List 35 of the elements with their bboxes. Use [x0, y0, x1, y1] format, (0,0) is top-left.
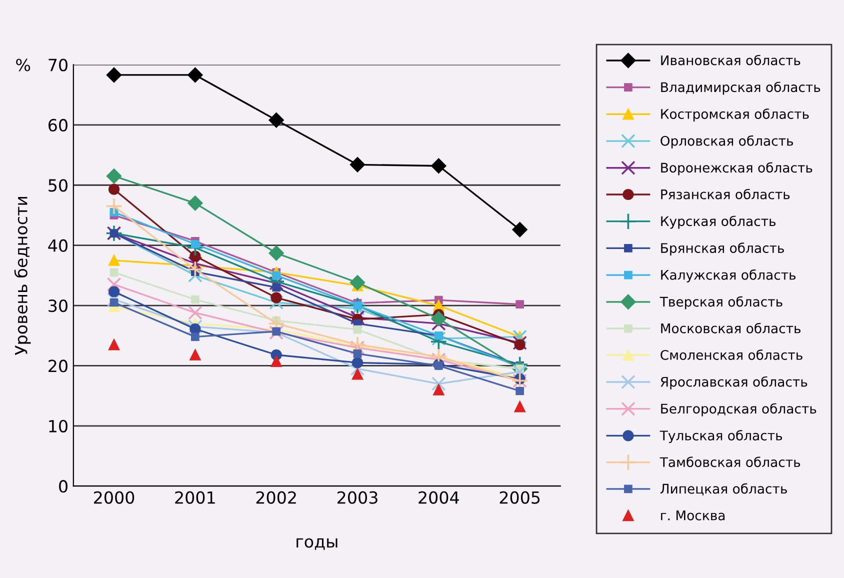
legend-label: Московская область: [661, 322, 801, 334]
x-axis-title: годы: [296, 538, 338, 550]
x-tick-label: 2002: [256, 491, 296, 504]
legend-label: Рязанская область: [661, 188, 790, 200]
legend-label: Воронежская область: [661, 162, 812, 176]
legend-label: Костромская область: [661, 108, 809, 122]
y-axis-title: Уровень бедности: [14, 196, 31, 356]
y-tick-label: 0: [59, 480, 68, 493]
legend-label: Орловская область: [660, 135, 794, 148]
legend-label: Курская область: [661, 216, 776, 229]
x-tick-label: 2000: [94, 491, 134, 504]
legend-label: Калужская область: [661, 269, 796, 282]
x-tick-label: 2003: [338, 491, 378, 504]
legend-label: Тамбовская область: [660, 456, 800, 468]
x-tick-label: 2004: [418, 491, 459, 504]
x-tick-label: 2005: [500, 491, 540, 504]
legend-label: Владимирская область: [661, 82, 820, 95]
y-tick-label: 50: [48, 179, 68, 192]
legend-label: Тульская область: [660, 430, 782, 444]
y-tick-label: 40: [48, 239, 68, 252]
legend-label: Брянская область: [661, 242, 784, 256]
y-tick-label: 20: [48, 360, 68, 372]
legend-label: Белгородская область: [661, 403, 816, 416]
legend-label: Тверская область: [660, 296, 782, 310]
legend-label: Липецкая область: [660, 483, 787, 496]
legend-label: г. Москва: [661, 510, 725, 520]
legend-label: Смоленская область: [660, 350, 802, 360]
y-tick-label: 10: [49, 420, 68, 432]
y-tick-label: 60: [48, 118, 68, 132]
y-tick-label: 70: [48, 58, 68, 72]
y-tick-label: 30: [48, 299, 68, 312]
legend-label: Ярославская область: [660, 376, 808, 390]
text: %: [16, 58, 30, 72]
legend-label: Ивановская область: [661, 54, 800, 66]
x-tick-label: 2001: [175, 491, 215, 504]
